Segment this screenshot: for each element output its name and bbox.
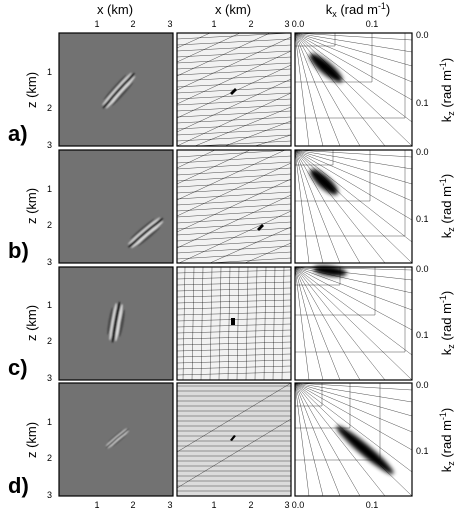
z-tick-b-1: 1 (47, 184, 52, 194)
wavenumber-blob-d (336, 425, 394, 475)
top-x-ticks: 1 2 3 1 2 3 0.0 0.1 (94, 19, 378, 29)
z-tick-a-2: 2 (47, 103, 52, 113)
bottom-tick-c1-1: 1 (94, 500, 99, 510)
z-tick-d-2: 2 (47, 453, 52, 463)
row-label-b: b) (8, 238, 29, 263)
top-tick-c2-3: 3 (284, 19, 289, 29)
row-a: a) z (km) 1 2 3 (8, 30, 456, 150)
column-title-x-2: x (km) (215, 2, 251, 17)
wavenumber-blob-c (313, 265, 347, 277)
grid-patch-c (231, 318, 235, 325)
top-tick-c1-2: 2 (130, 19, 135, 29)
wavenumber-frame-a (294, 32, 413, 147)
grid-frame-b (176, 149, 292, 264)
grid-panel-b (177, 150, 291, 263)
z-axis-label-c: z (km) (24, 305, 39, 341)
bottom-tick-c1-2: 2 (130, 500, 135, 510)
wavenumber-frame-c (294, 266, 413, 381)
bottom-x-ticks: 1 2 3 1 2 3 0.0 0.1 (94, 500, 378, 510)
bottom-tick-c3-1: 0.0 (292, 500, 305, 510)
kz-tick-b-0: 0.0 (416, 147, 429, 157)
z-axis-label-d: z (km) (24, 422, 39, 458)
wavelet-d (105, 428, 130, 449)
z-tick-c-1: 1 (47, 300, 52, 310)
kz-axis-label-d: kz (rad m-1) (438, 408, 456, 473)
wavefield-frame-c (58, 266, 174, 381)
grid-panel-d (177, 383, 291, 496)
z-tick-c-3: 3 (47, 373, 52, 383)
wavenumber-grid-a (295, 33, 412, 146)
top-tick-c1-3: 3 (167, 19, 172, 29)
wavelet-c (107, 301, 125, 343)
z-tick-c-2: 2 (47, 336, 52, 346)
kz-tick-a-0: 0.0 (416, 30, 429, 40)
wavefield-frame-a (58, 32, 174, 147)
z-tick-d-3: 3 (47, 490, 52, 500)
kz-tick-c-0: 0.0 (416, 264, 429, 274)
kz-axis-label-a: kz (rad m-1) (438, 58, 456, 123)
z-tick-a-3: 3 (47, 140, 52, 150)
row-d: d) z (km) 1 2 3 (8, 380, 456, 500)
kz-tick-d-0: 0.0 (416, 380, 429, 390)
bottom-tick-c2-2: 2 (248, 500, 253, 510)
bottom-tick-c2-1: 1 (211, 500, 216, 510)
wavenumber-frame-b (294, 149, 413, 264)
wavenumber-blob-a (309, 53, 343, 83)
z-tick-b-2: 2 (47, 220, 52, 230)
z-tick-d-1: 1 (47, 417, 52, 427)
row-label-d: d) (8, 473, 29, 498)
kz-axis-label-b: kz (rad m-1) (438, 174, 456, 239)
z-axis-label-b: z (km) (24, 188, 39, 224)
grid-lines-b (177, 150, 291, 263)
kz-axis-label-c: kz (rad m-1) (438, 291, 456, 356)
kz-tick-d-1: 0.1 (416, 446, 429, 456)
kz-tick-c-1: 0.1 (416, 330, 429, 340)
top-tick-c2-2: 2 (248, 19, 253, 29)
wavenumber-grid-b (295, 150, 412, 263)
wavenumber-blob-b (310, 169, 338, 195)
top-tick-c2-1: 1 (211, 19, 216, 29)
row-c: c) z (km) 1 2 3 (8, 264, 456, 383)
row-label-c: c) (8, 355, 28, 380)
wavefield-frame-b (58, 149, 174, 264)
bottom-tick-c1-3: 3 (167, 500, 172, 510)
bottom-tick-c2-3: 3 (284, 500, 289, 510)
wavenumber-grid-d (295, 383, 412, 496)
z-tick-a-1: 1 (47, 67, 52, 77)
grid-lines-a (177, 33, 291, 146)
wavenumber-frame-d (294, 382, 413, 497)
column-title-kx: kx (rad m-1) (326, 1, 391, 19)
row-label-a: a) (8, 121, 28, 146)
wavefield-frame-d (58, 382, 174, 497)
grid-patch-b (257, 224, 264, 231)
grid-frame-d (176, 382, 292, 497)
kz-tick-a-1: 0.1 (416, 98, 429, 108)
wavelet-b (127, 217, 164, 249)
wavelet-a (102, 72, 136, 109)
grid-frame-c (176, 266, 292, 381)
grid-patch-d (230, 435, 236, 441)
wavefield-panel-b (59, 150, 173, 263)
row-b: b) z (km) 1 2 3 (8, 147, 456, 267)
top-tick-c1-1: 1 (94, 19, 99, 29)
grid-lines-d (177, 383, 291, 496)
top-tick-c3-2: 0.1 (366, 19, 379, 29)
bottom-tick-c3-2: 0.1 (366, 500, 379, 510)
grid-lines-c (177, 267, 291, 380)
grid-frame-a (176, 32, 292, 147)
column-title-x-1: x (km) (97, 2, 133, 17)
kz-tick-b-1: 0.1 (416, 214, 429, 224)
z-axis-label-a: z (km) (24, 72, 39, 108)
grid-patch-a (230, 88, 237, 95)
wavenumber-grid-c (295, 267, 412, 380)
top-tick-c3-1: 0.0 (292, 19, 305, 29)
z-tick-b-3: 3 (47, 257, 52, 267)
